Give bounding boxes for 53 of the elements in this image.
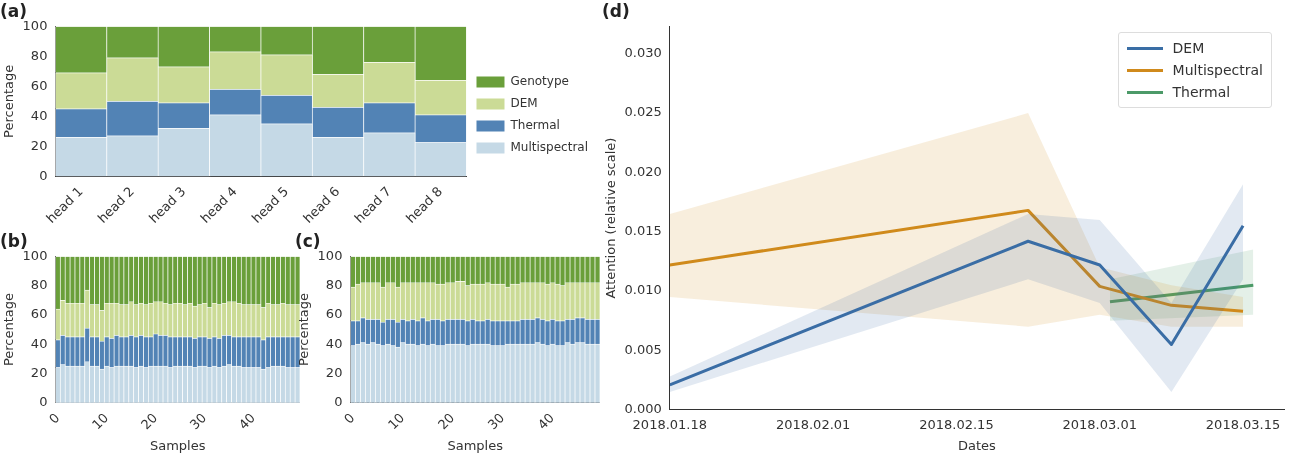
chart-title: (b) <box>0 230 28 251</box>
legend-label: Thermal <box>1172 83 1231 103</box>
x-tick-label: 30 <box>484 410 508 433</box>
y-tick-label: 0.015 <box>624 223 662 239</box>
y-axis-title: Percentage <box>1 64 17 138</box>
y-tick-label: 0 <box>39 167 48 183</box>
y-tick-label: 40 <box>30 335 48 351</box>
y-tick-label: 20 <box>30 364 48 380</box>
x-tick-label: 2018.01.18 <box>632 416 708 432</box>
y-tick-label: 20 <box>30 137 48 153</box>
x-tick-label: 0 <box>340 410 358 427</box>
y-tick-label: 40 <box>30 107 48 123</box>
x-tick-label: 40 <box>534 410 558 433</box>
x-tick-label: 20 <box>137 410 161 433</box>
x-tick-label: 20 <box>434 410 458 433</box>
legend-label: DEM <box>510 96 538 111</box>
legend-label: Multispectral <box>1172 61 1263 81</box>
y-tick-label: 60 <box>30 306 48 322</box>
legend-label: Thermal <box>509 118 560 133</box>
y-tick-label: 0.000 <box>624 401 662 417</box>
x-axis-title: Dates <box>957 437 997 453</box>
x-tick-label: 10 <box>385 410 408 433</box>
x-axis-title: Samples <box>149 437 206 453</box>
y-tick-label: 0.005 <box>624 341 662 357</box>
y-tick-label: 80 <box>325 277 343 293</box>
y-tick-label: 20 <box>325 364 343 380</box>
legend-label: DEM <box>1172 39 1205 59</box>
chart-title: (d) <box>602 0 630 21</box>
chart-title: (a) <box>0 0 28 21</box>
y-tick-label: 0 <box>39 394 48 410</box>
y-tick-label: 80 <box>30 47 48 63</box>
legend-label: Multispectral <box>510 140 589 155</box>
x-tick-label: 40 <box>235 410 259 433</box>
x-tick-label: 10 <box>88 410 112 433</box>
x-axis-title: Samples <box>447 437 504 453</box>
x-tick-label: 2018.02.15 <box>919 416 994 432</box>
y-axis-title: Percentage <box>296 292 312 367</box>
y-tick-label: 0 <box>334 394 343 410</box>
x-tick-label: 2018.03.15 <box>1205 416 1281 432</box>
y-tick-label: 60 <box>30 77 48 93</box>
x-tick-label: 30 <box>186 410 210 433</box>
y-tick-label: 0.025 <box>624 104 662 120</box>
y-tick-label: 80 <box>30 277 48 293</box>
y-tick-label: 60 <box>325 306 343 322</box>
y-axis-title: Percentage <box>1 292 17 367</box>
x-tick-label: 2018.03.01 <box>1062 416 1137 432</box>
y-axis-title: Attention (relative scale) <box>603 137 619 299</box>
y-tick-label: 40 <box>325 335 343 351</box>
y-tick-label: 0.010 <box>624 282 662 298</box>
y-tick-label: 0.020 <box>624 163 662 179</box>
x-tick-label: 2018.02.01 <box>775 416 851 432</box>
legend-label: Genotype <box>510 74 569 89</box>
y-tick-label: 0.030 <box>624 45 662 61</box>
